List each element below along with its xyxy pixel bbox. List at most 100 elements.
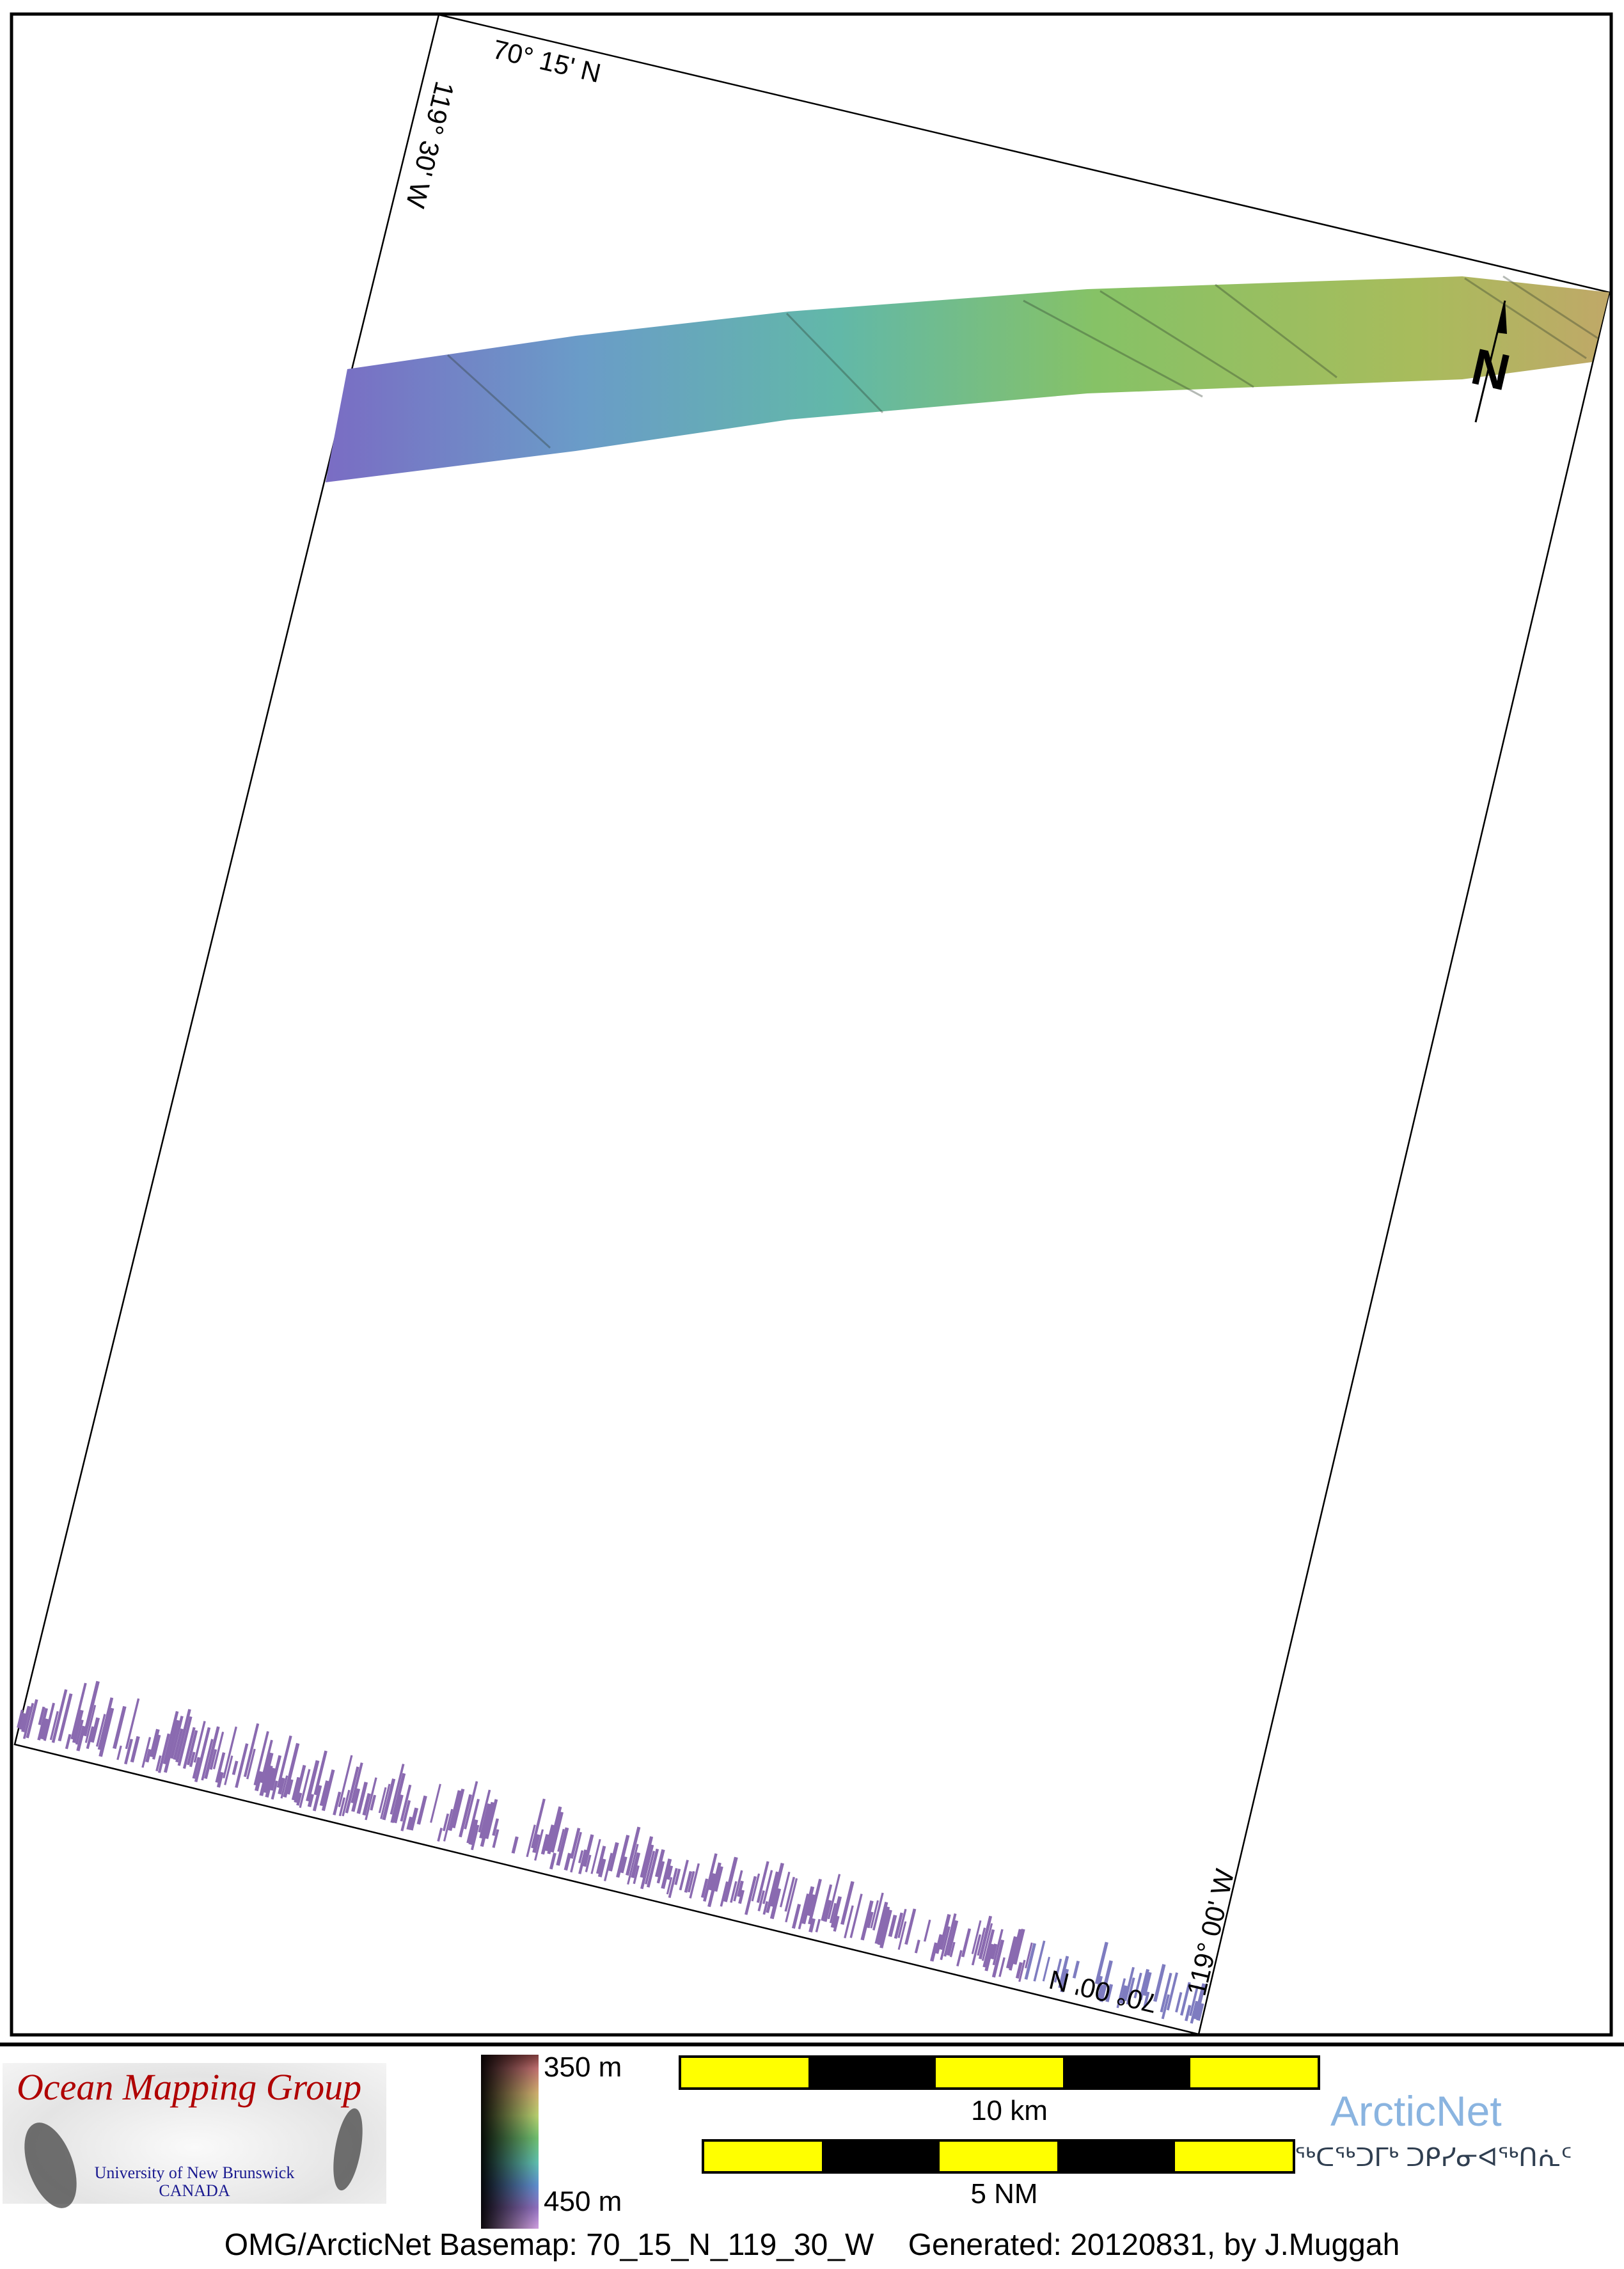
survey-line bbox=[1042, 1956, 1050, 1982]
survey-line bbox=[443, 1808, 453, 1842]
survey-line bbox=[313, 1750, 327, 1796]
survey-line bbox=[815, 1918, 821, 1933]
survey-line bbox=[70, 1682, 87, 1740]
survey-line bbox=[661, 1858, 672, 1889]
survey-line bbox=[1096, 1975, 1103, 1990]
survey-line bbox=[76, 1725, 86, 1751]
survey-line bbox=[879, 1909, 892, 1949]
survey-line bbox=[984, 1943, 995, 1972]
survey-line bbox=[1018, 1959, 1026, 1982]
depth-colorbar bbox=[481, 2055, 539, 2229]
survey-line bbox=[448, 1790, 462, 1831]
survey-line bbox=[1072, 1960, 1080, 1979]
survey-line bbox=[654, 1849, 665, 1878]
survey-line bbox=[656, 1861, 665, 1884]
survey-line bbox=[961, 1928, 972, 1957]
survey-line bbox=[90, 1717, 100, 1743]
survey-line bbox=[531, 1798, 546, 1849]
survey-line bbox=[409, 1807, 419, 1831]
survey-line bbox=[550, 1812, 564, 1853]
survey-line bbox=[821, 1884, 833, 1922]
survey-line bbox=[259, 1752, 274, 1796]
scale-bar-nm bbox=[702, 2139, 1295, 2174]
survey-line bbox=[608, 1842, 619, 1872]
survey-line bbox=[874, 1901, 888, 1945]
survey-line bbox=[1161, 1994, 1170, 2020]
survey-line bbox=[466, 1798, 480, 1844]
survey-line bbox=[232, 1760, 239, 1775]
survey-line bbox=[400, 1784, 412, 1822]
survey-line bbox=[72, 1709, 84, 1743]
survey-line bbox=[155, 1755, 162, 1772]
survey-line bbox=[99, 1707, 114, 1757]
survey-line bbox=[141, 1737, 152, 1768]
survey-line bbox=[163, 1720, 180, 1773]
seabed-ridges bbox=[446, 275, 1600, 449]
survey-line bbox=[923, 1919, 931, 1942]
survey-line bbox=[1166, 1972, 1178, 2011]
logo-university: University of New Brunswick CANADA bbox=[3, 2164, 386, 2200]
survey-line bbox=[934, 1934, 943, 1954]
survey-line bbox=[480, 1801, 494, 1847]
footer-separator bbox=[0, 2043, 1624, 2046]
survey-line bbox=[756, 1861, 769, 1903]
survey-line bbox=[888, 1915, 897, 1937]
survey-line bbox=[808, 1878, 822, 1925]
survey-line bbox=[674, 1869, 681, 1885]
survey-line bbox=[603, 1853, 613, 1881]
survey-line bbox=[714, 1866, 723, 1892]
map-sheet-boundary bbox=[13, 13, 1611, 2036]
survey-line bbox=[468, 1819, 478, 1846]
survey-line bbox=[17, 1709, 24, 1728]
scale-bar-km bbox=[679, 2055, 1320, 2090]
survey-line bbox=[830, 1896, 842, 1928]
survey-line bbox=[209, 1749, 217, 1770]
bathymetry-swath-north bbox=[326, 276, 1609, 482]
survey-line bbox=[982, 1929, 995, 1968]
survey-line bbox=[738, 1890, 745, 1904]
survey-line bbox=[1058, 1956, 1069, 1989]
survey-line bbox=[620, 1856, 627, 1874]
map-caption: OMG/ArcticNet Basemap: 70_15_N_119_30_W … bbox=[224, 2228, 1400, 2262]
survey-line bbox=[737, 1880, 744, 1897]
survey-line bbox=[416, 1795, 427, 1825]
survey-line bbox=[849, 1893, 863, 1938]
survey-line bbox=[459, 1794, 473, 1838]
survey-line bbox=[265, 1767, 276, 1798]
survey-line bbox=[223, 1726, 237, 1779]
survey-line bbox=[19, 1712, 26, 1730]
survey-line bbox=[971, 1934, 982, 1966]
survey-line bbox=[299, 1769, 311, 1808]
survey-line bbox=[751, 1873, 761, 1902]
map-frame bbox=[10, 12, 1613, 2037]
survey-line bbox=[321, 1769, 335, 1812]
survey-line bbox=[212, 1732, 225, 1769]
survey-line bbox=[949, 1941, 956, 1957]
survey-line bbox=[83, 1680, 100, 1737]
north-arrow-head bbox=[1497, 301, 1507, 334]
survey-line bbox=[124, 1739, 133, 1765]
survey-line bbox=[243, 1723, 260, 1778]
survey-line bbox=[280, 1775, 288, 1799]
survey-line bbox=[723, 1856, 738, 1902]
survey-line bbox=[1142, 1972, 1152, 1996]
survey-line bbox=[640, 1836, 654, 1878]
survey-line bbox=[526, 1824, 536, 1858]
survey-line bbox=[590, 1838, 601, 1874]
survey-line bbox=[485, 1799, 498, 1839]
survey-line bbox=[362, 1793, 371, 1816]
survey-line bbox=[708, 1873, 716, 1891]
survey-line bbox=[216, 1771, 224, 1788]
survey-line bbox=[278, 1777, 285, 1795]
survey-line bbox=[938, 1914, 951, 1950]
survey-line bbox=[58, 1693, 73, 1742]
survey-line bbox=[578, 1849, 587, 1874]
survey-line bbox=[255, 1771, 264, 1792]
survey-line bbox=[930, 1942, 938, 1962]
survey-line bbox=[1105, 1984, 1114, 2002]
survey-line bbox=[791, 1904, 801, 1929]
survey-line bbox=[97, 1697, 114, 1750]
survey-line bbox=[471, 1824, 480, 1851]
survey-line bbox=[95, 1714, 106, 1747]
survey-line bbox=[557, 1828, 565, 1852]
